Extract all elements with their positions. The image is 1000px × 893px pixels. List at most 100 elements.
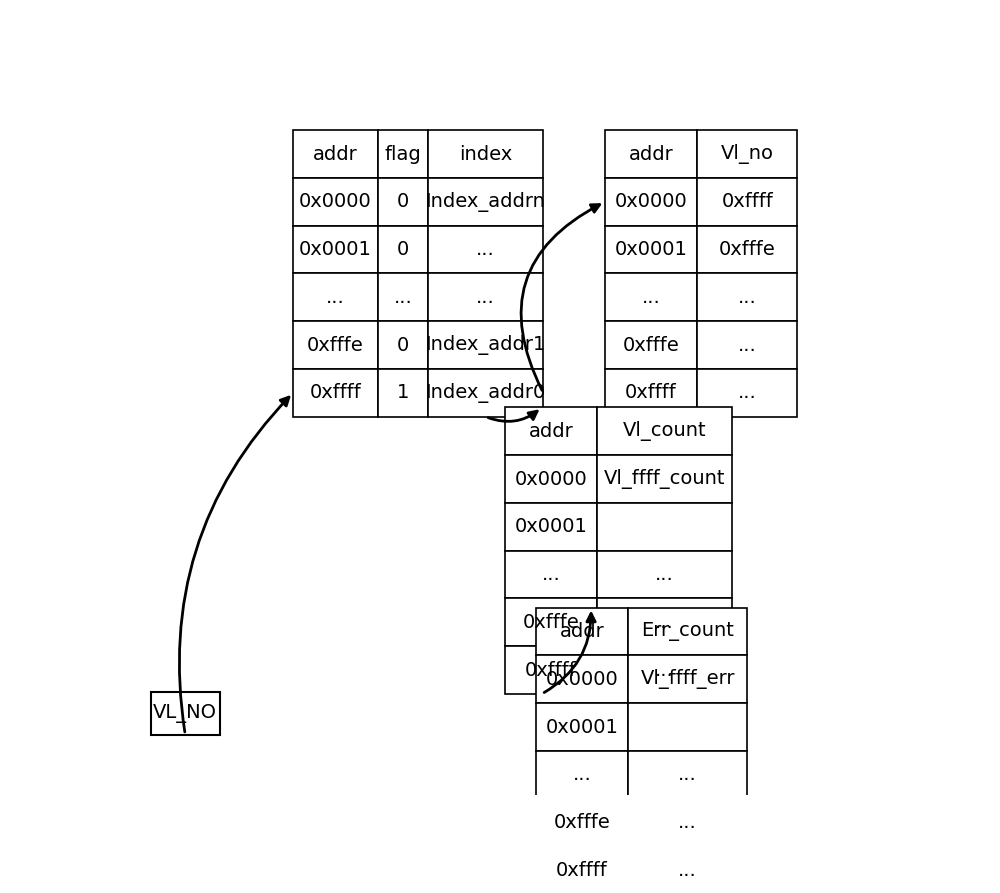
Text: 0xfffe: 0xfffe bbox=[623, 336, 679, 355]
Text: ...: ... bbox=[476, 288, 495, 307]
Bar bbox=[536, 751, 628, 798]
Text: 0x0000: 0x0000 bbox=[615, 192, 687, 212]
Bar bbox=[505, 647, 597, 694]
Bar bbox=[597, 455, 732, 503]
Bar bbox=[378, 130, 428, 178]
Text: ...: ... bbox=[542, 565, 560, 584]
Bar bbox=[293, 226, 378, 273]
Bar bbox=[505, 407, 597, 455]
Bar bbox=[293, 273, 378, 321]
Bar bbox=[697, 226, 797, 273]
Bar bbox=[697, 369, 797, 417]
Bar bbox=[628, 798, 747, 847]
Bar bbox=[605, 178, 697, 226]
Bar bbox=[378, 226, 428, 273]
Text: 0xfffe: 0xfffe bbox=[719, 240, 776, 259]
Bar bbox=[597, 407, 732, 455]
Text: addr: addr bbox=[313, 145, 358, 163]
Text: Index_addr0: Index_addr0 bbox=[425, 383, 546, 403]
Bar bbox=[378, 273, 428, 321]
Text: ...: ... bbox=[476, 240, 495, 259]
Bar bbox=[505, 551, 597, 598]
Text: ...: ... bbox=[642, 288, 660, 307]
Text: 0xfffe: 0xfffe bbox=[553, 813, 610, 832]
Bar bbox=[536, 703, 628, 751]
Text: ...: ... bbox=[678, 861, 697, 880]
Text: ...: ... bbox=[655, 661, 674, 680]
Text: 0: 0 bbox=[397, 192, 409, 212]
Text: 0x0001: 0x0001 bbox=[299, 240, 372, 259]
Bar bbox=[697, 273, 797, 321]
Text: 1: 1 bbox=[397, 383, 409, 403]
Text: addr: addr bbox=[559, 622, 604, 641]
Bar bbox=[597, 647, 732, 694]
Bar bbox=[597, 503, 732, 551]
Bar bbox=[605, 321, 697, 369]
Bar bbox=[605, 273, 697, 321]
Text: Vl_ffff_count: Vl_ffff_count bbox=[604, 469, 725, 489]
Bar bbox=[628, 751, 747, 798]
Bar bbox=[378, 321, 428, 369]
Bar bbox=[597, 598, 732, 647]
Bar bbox=[628, 703, 747, 751]
Bar bbox=[628, 607, 747, 655]
Bar bbox=[536, 607, 628, 655]
Text: addr: addr bbox=[629, 145, 673, 163]
Bar bbox=[428, 273, 543, 321]
Bar bbox=[605, 130, 697, 178]
Bar bbox=[697, 321, 797, 369]
Bar bbox=[378, 178, 428, 226]
Text: Index_addrn: Index_addrn bbox=[426, 192, 545, 212]
Text: 0xffff: 0xffff bbox=[556, 861, 608, 880]
Text: 0x0001: 0x0001 bbox=[545, 717, 618, 737]
Text: 0xfffe: 0xfffe bbox=[307, 336, 364, 355]
Bar bbox=[536, 655, 628, 703]
Bar bbox=[428, 178, 543, 226]
Bar bbox=[697, 178, 797, 226]
Bar bbox=[293, 178, 378, 226]
Text: ...: ... bbox=[655, 565, 674, 584]
Bar bbox=[505, 455, 597, 503]
Text: 0x0000: 0x0000 bbox=[299, 192, 372, 212]
Bar bbox=[505, 503, 597, 551]
Bar bbox=[293, 369, 378, 417]
Text: ...: ... bbox=[738, 288, 757, 307]
Bar bbox=[536, 798, 628, 847]
Text: ...: ... bbox=[678, 813, 697, 832]
Text: 0x0000: 0x0000 bbox=[515, 470, 587, 488]
Bar bbox=[536, 847, 628, 893]
Text: 0xffff: 0xffff bbox=[310, 383, 361, 403]
Bar bbox=[428, 369, 543, 417]
Bar bbox=[293, 130, 378, 178]
Text: 0x0001: 0x0001 bbox=[615, 240, 688, 259]
Text: 0x0000: 0x0000 bbox=[545, 670, 618, 689]
Text: ...: ... bbox=[738, 336, 757, 355]
Text: VL_NO: VL_NO bbox=[153, 704, 217, 723]
Text: ...: ... bbox=[678, 765, 697, 784]
Text: 0xffff: 0xffff bbox=[525, 661, 577, 680]
Bar bbox=[605, 226, 697, 273]
Text: 0: 0 bbox=[397, 240, 409, 259]
Bar bbox=[428, 130, 543, 178]
Text: Vl_ffff_err: Vl_ffff_err bbox=[640, 669, 735, 689]
Text: ...: ... bbox=[655, 613, 674, 631]
Text: index: index bbox=[459, 145, 512, 163]
Bar bbox=[628, 847, 747, 893]
Bar bbox=[293, 321, 378, 369]
Text: Index_addr1: Index_addr1 bbox=[425, 335, 546, 355]
Text: ...: ... bbox=[326, 288, 345, 307]
Text: 0: 0 bbox=[397, 336, 409, 355]
Text: addr: addr bbox=[529, 421, 573, 441]
Text: 0xffff: 0xffff bbox=[721, 192, 773, 212]
Text: Err_count: Err_count bbox=[641, 622, 734, 641]
Text: ...: ... bbox=[393, 288, 412, 307]
Text: 0xffff: 0xffff bbox=[625, 383, 677, 403]
Bar bbox=[428, 226, 543, 273]
Bar bbox=[605, 369, 697, 417]
Bar bbox=[597, 551, 732, 598]
Bar bbox=[378, 369, 428, 417]
Text: flag: flag bbox=[384, 145, 421, 163]
Text: Vl_count: Vl_count bbox=[623, 421, 706, 441]
Text: 0x0001: 0x0001 bbox=[515, 517, 587, 537]
Text: ...: ... bbox=[572, 765, 591, 784]
